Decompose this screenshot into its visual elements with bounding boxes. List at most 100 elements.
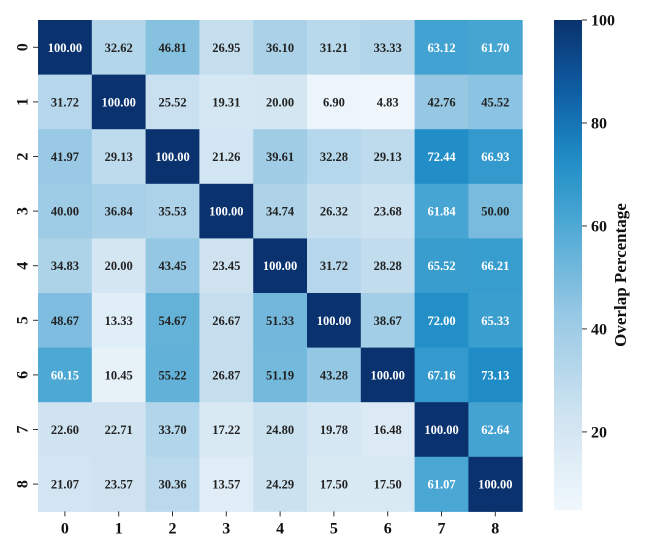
heatmap-cell (360, 129, 416, 185)
colorbar: 20 40 60 80 100 Overlap Percentage (554, 13, 630, 510)
cell-value-label: 72.44 (427, 150, 456, 164)
heatmap-cell (253, 293, 308, 349)
cell-value-label: 61.07 (427, 478, 455, 492)
cell-value-label: 24.80 (266, 423, 294, 437)
cell-value-label: 100.00 (209, 205, 243, 219)
cell-value-label: 67.16 (427, 368, 455, 382)
heatmap-cell (360, 456, 416, 512)
cell-value-label: 17.22 (212, 423, 240, 437)
heatmap-cell (253, 456, 308, 512)
cell-value-label: 31.72 (51, 95, 79, 109)
cell-value-label: 16.48 (374, 423, 402, 437)
heatmap-cell (360, 402, 416, 458)
cell-value-label: 42.76 (427, 95, 455, 109)
cell-value-label: 30.36 (158, 478, 186, 492)
heatmap-cell (414, 20, 469, 76)
heatmap-cell (414, 74, 469, 130)
colorbar-tick-label: 20 (591, 424, 607, 441)
heatmap-cell (360, 20, 416, 76)
cell-value-label: 50.00 (481, 205, 509, 219)
cell-value-label: 51.33 (266, 314, 294, 328)
heatmap-cell (253, 20, 308, 76)
y-tick-label: 5 (15, 316, 32, 324)
cell-value-label: 22.60 (51, 423, 79, 437)
cell-value-label: 100.00 (102, 95, 136, 109)
heatmap-cell (253, 129, 308, 185)
cell-value-label: 23.68 (374, 205, 402, 219)
x-axis-ticks: 0 1 2 3 4 5 6 7 8 (61, 511, 499, 537)
cell-value-label: 4.83 (377, 95, 399, 109)
heatmap-cell (307, 20, 362, 76)
heatmap-cell (38, 129, 93, 185)
heatmap-cell (307, 238, 362, 294)
cell-value-label: 55.22 (158, 368, 186, 382)
cell-value-label: 73.13 (481, 368, 509, 382)
cell-value-label: 26.87 (212, 368, 240, 382)
heatmap-cell (468, 347, 523, 403)
cell-value-label: 36.10 (266, 41, 294, 55)
heatmap-cell (307, 347, 362, 403)
heatmap-cell (145, 456, 200, 512)
colorbar-ticks: 20 40 60 80 100 (582, 13, 615, 441)
heatmap-cell (91, 347, 147, 403)
heatmap-cell (38, 74, 93, 130)
cell-value-label: 20.00 (266, 95, 294, 109)
cell-value-label: 100.00 (263, 259, 297, 273)
y-axis-ticks: 0 1 2 3 4 5 6 7 8 (15, 43, 38, 488)
heatmap-cell (414, 238, 469, 294)
cell-value-label: 100.00 (48, 41, 82, 55)
heatmap-cell (468, 293, 523, 349)
heatmap-cell (38, 347, 93, 403)
cell-value-label: 63.12 (427, 41, 455, 55)
heatmap-cell (253, 74, 308, 130)
cell-value-label: 23.45 (212, 259, 240, 273)
cell-value-label: 35.53 (158, 205, 186, 219)
cell-value-label: 23.57 (105, 478, 133, 492)
cell-value-label: 6.90 (323, 95, 345, 109)
cell-value-label: 10.45 (105, 368, 133, 382)
cell-value-label: 48.67 (51, 314, 79, 328)
cell-value-label: 51.19 (266, 368, 294, 382)
heatmap-cell (91, 20, 147, 76)
colorbar-tick-label: 60 (591, 218, 607, 235)
cell-value-label: 38.67 (374, 314, 402, 328)
cell-value-label: 66.21 (481, 259, 509, 273)
cell-value-label: 65.33 (481, 314, 509, 328)
heatmap-cell (91, 183, 147, 239)
heatmap-cell (38, 20, 93, 76)
heatmap-cell (145, 238, 200, 294)
heatmap-cell (468, 20, 523, 76)
heatmap-cell (307, 129, 362, 185)
cell-value-label: 60.15 (51, 368, 79, 382)
cell-value-label: 72.00 (427, 314, 455, 328)
colorbar-bar (554, 20, 582, 510)
heatmap-cell (91, 238, 147, 294)
heatmap-cell (145, 74, 200, 130)
cell-value-label: 43.28 (320, 368, 348, 382)
cell-value-label: 31.21 (320, 41, 348, 55)
heatmap-cell (91, 402, 147, 458)
cell-value-label: 22.71 (105, 423, 133, 437)
heatmap-cell (91, 74, 147, 130)
cell-value-label: 19.31 (212, 95, 240, 109)
y-tick-label: 8 (15, 480, 32, 488)
x-tick-label: 3 (222, 520, 230, 537)
heatmap-cells: 100.00 32.62 46.81 26.95 36.10 31.21 33.33 63.1… (38, 20, 523, 512)
x-tick-label: 8 (491, 520, 499, 537)
cell-value-label: 26.95 (212, 41, 240, 55)
y-tick-label: 6 (15, 371, 32, 379)
cell-value-label: 13.33 (105, 314, 133, 328)
heatmap-cell (307, 74, 362, 130)
x-tick-label: 0 (61, 520, 69, 537)
heatmap-cell (468, 402, 523, 458)
heatmap-cell (199, 74, 254, 130)
heatmap-cell (38, 456, 93, 512)
heatmap-cell (468, 238, 523, 294)
heatmap-cell (38, 402, 93, 458)
x-tick-label: 2 (169, 520, 177, 537)
heatmap-cell (145, 402, 200, 458)
heatmap-cell (199, 183, 254, 239)
cell-value-label: 24.29 (266, 478, 294, 492)
x-tick-label: 4 (276, 520, 284, 537)
